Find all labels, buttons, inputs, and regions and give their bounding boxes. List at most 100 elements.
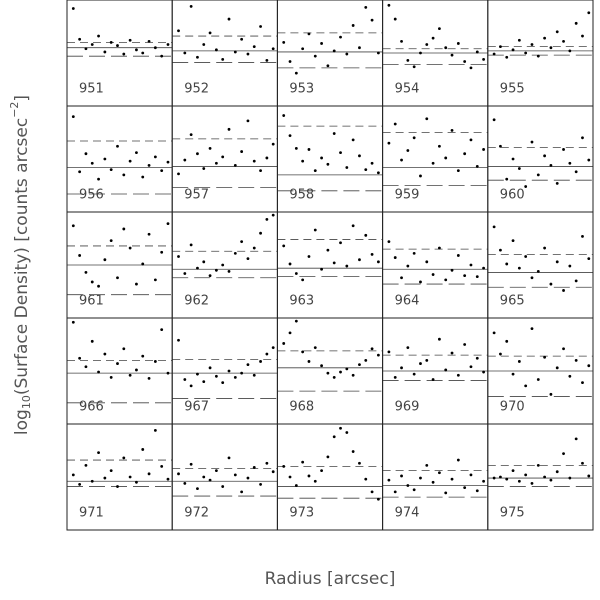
- panel-label: 956: [79, 188, 104, 203]
- point: [320, 364, 323, 368]
- point: [90, 161, 94, 165]
- point: [400, 276, 403, 280]
- panel-label: 970: [500, 400, 525, 415]
- point: [419, 476, 422, 480]
- point: [141, 175, 145, 179]
- point: [587, 11, 591, 15]
- point: [332, 435, 336, 439]
- point: [339, 426, 342, 430]
- point: [469, 138, 473, 142]
- point: [313, 479, 317, 483]
- point: [71, 320, 75, 324]
- panel-label: 967: [184, 400, 209, 415]
- panel-label: 971: [79, 506, 104, 521]
- point: [574, 437, 578, 441]
- point: [160, 169, 164, 173]
- point: [412, 65, 416, 69]
- point: [259, 483, 262, 486]
- point: [358, 461, 361, 465]
- point: [271, 470, 275, 474]
- point: [177, 472, 180, 476]
- panel-label: 963: [289, 294, 314, 309]
- point: [450, 351, 454, 355]
- point: [246, 476, 250, 480]
- y-label-sup: −2: [8, 102, 21, 118]
- point: [364, 359, 368, 362]
- point: [196, 372, 199, 376]
- point: [227, 17, 231, 21]
- point: [103, 352, 107, 356]
- point: [463, 274, 467, 277]
- point: [543, 246, 547, 250]
- point: [116, 276, 119, 280]
- point: [183, 481, 187, 485]
- point: [543, 475, 547, 479]
- point: [412, 251, 416, 255]
- point: [370, 347, 374, 351]
- point: [562, 39, 565, 43]
- point: [555, 470, 559, 474]
- point: [177, 172, 180, 176]
- point: [214, 161, 218, 165]
- point: [339, 35, 342, 39]
- point: [524, 384, 528, 388]
- point: [543, 154, 547, 158]
- point: [259, 25, 262, 28]
- point: [530, 43, 534, 46]
- point: [412, 488, 416, 492]
- point: [332, 375, 336, 379]
- point: [202, 475, 206, 479]
- point: [208, 31, 212, 35]
- point: [227, 269, 231, 273]
- point: [271, 142, 275, 146]
- point: [294, 272, 298, 275]
- panel-label: 954: [395, 82, 420, 97]
- point: [282, 41, 286, 44]
- point: [135, 48, 138, 52]
- point: [463, 60, 467, 63]
- panel-label: 952: [184, 82, 209, 97]
- point: [307, 360, 311, 363]
- point: [214, 268, 218, 272]
- point: [177, 338, 180, 342]
- point: [153, 46, 157, 50]
- point: [581, 136, 584, 140]
- point: [122, 52, 126, 56]
- y-label-part: ]: [12, 95, 32, 102]
- point: [587, 158, 591, 162]
- point: [128, 159, 132, 163]
- point: [412, 372, 416, 376]
- point: [438, 471, 441, 475]
- point: [568, 476, 572, 480]
- point: [160, 250, 164, 254]
- point: [505, 55, 509, 59]
- point: [587, 257, 591, 261]
- point: [116, 44, 119, 47]
- point: [177, 29, 180, 33]
- point: [71, 473, 75, 477]
- point: [536, 54, 540, 58]
- point: [135, 368, 138, 372]
- point: [166, 160, 170, 164]
- point: [456, 169, 460, 173]
- point: [517, 266, 521, 270]
- point: [233, 375, 237, 379]
- point: [555, 30, 559, 34]
- point: [71, 7, 75, 10]
- point: [376, 353, 380, 357]
- point: [562, 148, 565, 151]
- point: [103, 157, 107, 161]
- point: [511, 372, 515, 376]
- point: [549, 478, 553, 482]
- point: [84, 463, 88, 467]
- point: [252, 45, 256, 49]
- point: [97, 177, 100, 181]
- point: [332, 49, 336, 53]
- point: [307, 148, 311, 151]
- point: [549, 46, 553, 50]
- point: [456, 373, 460, 377]
- point: [71, 224, 75, 228]
- point: [475, 489, 479, 493]
- panel-label: 951: [79, 82, 104, 97]
- point: [587, 474, 591, 478]
